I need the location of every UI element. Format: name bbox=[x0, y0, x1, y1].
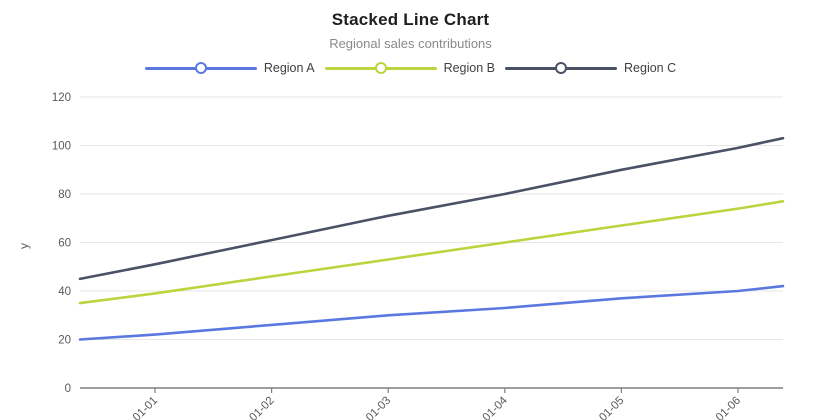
y-axis-title: y bbox=[17, 243, 31, 249]
x-tick-label: 01-04 bbox=[481, 394, 511, 420]
legend-item-region-c[interactable]: Region C bbox=[505, 61, 676, 75]
y-tick-label: 120 bbox=[52, 92, 71, 104]
y-tick-label: 0 bbox=[65, 383, 71, 395]
legend-line-marker-icon bbox=[505, 62, 618, 74]
legend-line-marker-icon bbox=[144, 62, 257, 74]
chart-legend: Region A Region B Region C bbox=[0, 61, 821, 75]
series-line-region-b bbox=[78, 200, 785, 305]
legend-circle-marker-icon bbox=[555, 62, 568, 74]
x-tick-label: 01-03 bbox=[364, 395, 393, 420]
x-tick-label: 01-05 bbox=[597, 395, 626, 420]
y-tick-label: 60 bbox=[58, 238, 71, 250]
legend-item-region-a[interactable]: Region A bbox=[144, 61, 315, 75]
y-tick-label: 40 bbox=[58, 286, 71, 298]
y-tick-label: 80 bbox=[58, 189, 71, 201]
legend-label: Region B bbox=[443, 61, 496, 75]
legend-circle-marker-icon bbox=[194, 62, 207, 74]
y-tick-label: 100 bbox=[52, 141, 71, 153]
legend-label: Region A bbox=[263, 61, 315, 75]
chart-subtitle: Regional sales contributions bbox=[329, 36, 492, 51]
legend-circle-marker-icon bbox=[374, 62, 387, 74]
legend-item-region-b[interactable]: Region B bbox=[324, 61, 496, 75]
chart-title: Stacked Line Chart bbox=[331, 10, 490, 29]
x-tick-label: 01-01 bbox=[131, 395, 160, 420]
series-line-region-a bbox=[78, 284, 785, 341]
series-line-region-c bbox=[78, 136, 785, 281]
x-tick-label: 01-02 bbox=[247, 395, 276, 420]
y-tick-label: 20 bbox=[58, 335, 71, 347]
legend-label: Region C bbox=[624, 61, 677, 75]
x-tick-label: 01-06 bbox=[714, 395, 743, 420]
legend-line-marker-icon bbox=[324, 62, 437, 74]
